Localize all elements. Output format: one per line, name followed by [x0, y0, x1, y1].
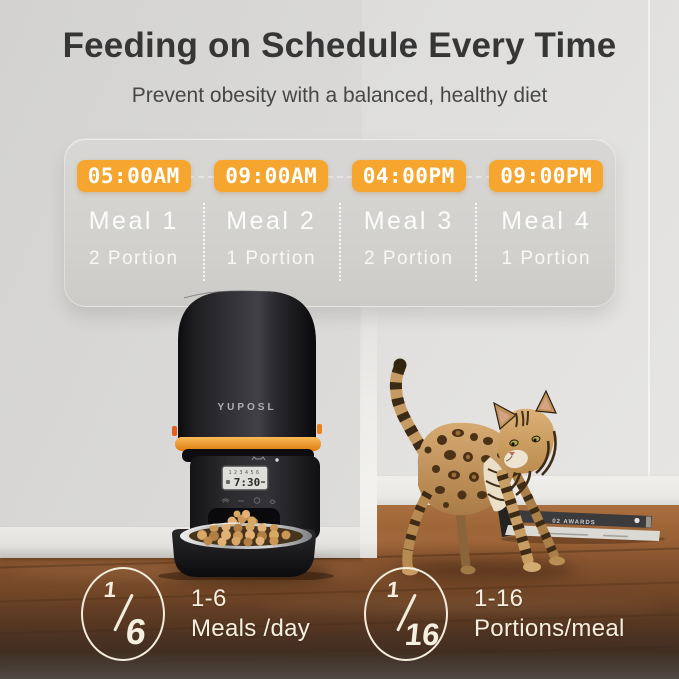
meal-name: Meal 4: [501, 207, 592, 235]
meal-time-badge: 05:00AM: [76, 160, 191, 192]
fraction-numerator: 1: [102, 577, 118, 602]
cat-ear-inner: [539, 397, 551, 410]
clock-button-icon: [253, 497, 261, 504]
book-spine-title: 02 AWARDS: [552, 519, 596, 527]
cat-ears-icon: [251, 456, 266, 461]
cat-forehead-stripes: [515, 410, 529, 428]
feature-label: Portions/meal: [474, 615, 625, 642]
meal-portion: 2 Portion: [88, 248, 179, 269]
cat-ear-inner: [498, 409, 510, 425]
lcd-time: 7:30: [234, 476, 261, 489]
bengal-cat: [389, 358, 565, 576]
page-subtitle: Prevent obesity with a balanced, healthy…: [131, 84, 548, 107]
book-logo-dot: [634, 517, 640, 524]
feature-text: 1-6 Meals /day: [191, 584, 310, 644]
fraction-ring-icon: 1 16: [364, 567, 448, 661]
cat-mouth: [505, 455, 513, 462]
cat-muzzle: [504, 449, 528, 469]
fraction-denominator: 16: [402, 617, 441, 652]
side-latch-left: [172, 426, 177, 436]
side-latch-right: [317, 424, 322, 434]
touch-buttons: [221, 497, 276, 504]
meal-time-badge: 09:00AM: [214, 160, 329, 192]
column-divider: [339, 203, 341, 281]
feeder-rim-light: [183, 290, 269, 299]
feature-label: Meals /day: [191, 615, 311, 642]
white-book-text-hint: [602, 534, 629, 538]
cat-pupil: [511, 442, 515, 446]
meal-portion: 2 Portion: [363, 248, 454, 269]
meal-column-3: 04:00PM Meal 3 2 Portion: [340, 139, 478, 306]
lcd-screen: [221, 465, 269, 491]
cat-neck-stripes: [507, 430, 557, 497]
cat-nose: [509, 452, 515, 456]
meal-column-4: 09:00PM Meal 4 1 Portion: [478, 139, 616, 306]
feed-button-icon: [269, 499, 276, 504]
cat-paw: [549, 556, 565, 566]
feeder-hopper: [178, 291, 316, 450]
cat-pupil: [533, 438, 537, 442]
wifi-button-icon: [221, 498, 230, 503]
meal-name: Meal 2: [226, 207, 317, 235]
feature-range: 1-6: [191, 585, 227, 612]
schedule-connector-line: [89, 176, 591, 178]
accent-ring: [175, 437, 321, 451]
lcd-meridiem-mark: [261, 481, 265, 483]
cat-rosette-spots: [424, 429, 503, 508]
cat-leg-stripes: [403, 490, 433, 551]
column-divider: [475, 203, 477, 281]
wall-corner-line: [648, 0, 650, 480]
meal-time-badge: 09:00PM: [489, 160, 604, 192]
cat-rosette-centers: [451, 430, 477, 480]
meal-portion: 1 Portion: [226, 248, 317, 269]
cat-tail-tip: [393, 358, 407, 372]
meal-name: Meal 3: [363, 207, 454, 235]
cat-rear-leg-near: [402, 488, 433, 572]
fraction-numerator: 1: [385, 577, 401, 602]
meal-column-1: 05:00AM Meal 1 2 Portion: [65, 139, 203, 306]
feeding-schedule-card: 05:00AM Meal 1 2 Portion 09:00AM Meal 2 …: [64, 138, 616, 307]
book-pages-edge: [645, 516, 652, 528]
feature-meals-per-day: 1 6 1-6 Meals /day: [81, 567, 310, 661]
fraction-ring-icon: 1 6: [81, 567, 165, 661]
feature-range: 1-16: [474, 585, 524, 612]
lcd-meal-slots: 123456: [228, 470, 261, 476]
schedule-grid: 05:00AM Meal 1 2 Portion 09:00AM Meal 2 …: [65, 139, 615, 306]
cat-leg-stripes: [509, 468, 559, 557]
page-title: Feeding on Schedule Every Time: [62, 26, 617, 65]
pet-feeder: YUPOSL 123456 7:30: [158, 290, 334, 580]
meal-name: Meal 1: [88, 207, 179, 235]
feature-portions-per-meal: 1 16 1-16 Portions/meal: [364, 567, 625, 661]
feature-text: 1-16 Portions/meal: [474, 584, 625, 644]
meal-portion: 1 Portion: [501, 248, 592, 269]
bowl-rim-highlight: [185, 522, 241, 533]
meal-column-2: 09:00AM Meal 2 1 Portion: [203, 139, 341, 306]
meal-time-badge: 04:00PM: [351, 160, 466, 192]
dark-book: [510, 510, 652, 528]
column-divider: [203, 203, 205, 281]
wall-corner-trim: [360, 290, 377, 558]
brand-label: YUPOSL: [217, 402, 276, 413]
status-led: [275, 458, 279, 462]
lock-icon: [226, 480, 230, 484]
cat-rear-leg-far: [455, 505, 471, 570]
fraction-denominator: 6: [123, 611, 149, 652]
